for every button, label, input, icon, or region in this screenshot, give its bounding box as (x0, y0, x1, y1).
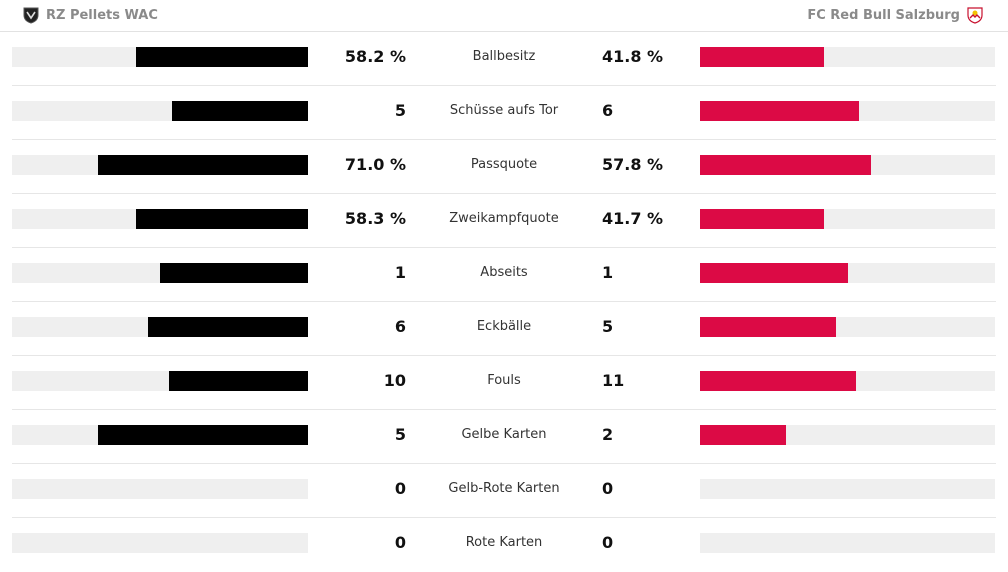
away-bar (700, 155, 871, 175)
away-value: 6 (602, 101, 614, 120)
stat-label: Abseits (480, 265, 528, 280)
away-bar-track (700, 533, 995, 553)
home-value: 58.3 % (344, 209, 406, 228)
away-bar (700, 209, 824, 229)
home-bar (172, 101, 308, 121)
home-bar (98, 425, 308, 445)
stat-label: Rote Karten (465, 535, 543, 550)
home-bar (148, 317, 308, 337)
home-bar-track (12, 371, 308, 391)
home-bar-track (12, 263, 308, 283)
home-bar-track (12, 209, 308, 229)
away-value: 0 (602, 533, 614, 552)
stat-row: 0 Rote Karten 0 (12, 518, 996, 572)
home-value: 58.2 % (344, 47, 406, 66)
away-bar (700, 101, 859, 121)
home-bar (160, 263, 308, 283)
away-bar-track (700, 371, 995, 391)
stat-row: 10 Fouls 11 (12, 356, 996, 410)
stat-label: Gelbe Karten (461, 427, 547, 442)
stat-label: Passquote (470, 157, 538, 172)
away-bar (700, 425, 786, 445)
away-bar (700, 263, 848, 283)
away-bar-track (700, 317, 995, 337)
home-bar-track (12, 533, 308, 553)
away-value: 2 (602, 425, 614, 444)
away-value: 1 (602, 263, 614, 282)
home-bar (136, 47, 308, 67)
away-value: 57.8 % (602, 155, 664, 174)
home-value: 5 (394, 425, 406, 444)
home-value: 5 (394, 101, 406, 120)
stat-label: Zweikampfquote (449, 211, 559, 226)
stat-row: 71.0 % Passquote 57.8 % (12, 140, 996, 194)
away-bar-track (700, 155, 995, 175)
wac-crest-icon (23, 7, 39, 24)
away-bar-track (700, 47, 995, 67)
home-value: 1 (394, 263, 406, 282)
stat-label: Eckbälle (476, 319, 532, 334)
home-bar (169, 371, 308, 391)
away-team-name: FC Red Bull Salzburg (807, 7, 960, 23)
away-bar (700, 371, 856, 391)
home-bar-track (12, 155, 308, 175)
home-value: 71.0 % (344, 155, 406, 174)
home-value: 0 (394, 479, 406, 498)
home-bar-track (12, 101, 308, 121)
home-team-name: RZ Pellets WAC (46, 7, 158, 23)
stat-label: Ballbesitz (472, 49, 536, 64)
home-value: 10 (383, 371, 406, 390)
away-bar-track (700, 101, 995, 121)
stats-chart: 58.2 % Ballbesitz 41.8 % 5 Schüsse aufs Tor 6… (0, 32, 1008, 572)
home-value: 0 (394, 533, 406, 552)
away-bar-track (700, 263, 995, 283)
stat-label: Fouls (487, 373, 521, 388)
away-bar-track (700, 479, 995, 499)
away-team[interactable]: FC Red Bull Salzburg (807, 6, 984, 24)
away-bar (700, 47, 824, 67)
away-value: 11 (602, 371, 625, 390)
stat-row: 58.3 % Zweikampfquote 41.7 % (12, 194, 996, 248)
home-value: 6 (394, 317, 406, 336)
home-bar (98, 155, 308, 175)
stat-row: 6 Eckbälle 5 (12, 302, 996, 356)
away-value: 41.7 % (602, 209, 664, 228)
stat-label: Gelb-Rote Karten (448, 481, 560, 496)
home-bar (136, 209, 308, 229)
away-value: 0 (602, 479, 614, 498)
match-header: RZ Pellets WAC FC Red Bull Salzburg (0, 0, 1008, 32)
stat-label: Schüsse aufs Tor (449, 103, 559, 118)
away-value: 41.8 % (602, 47, 664, 66)
stat-row: 1 Abseits 1 (12, 248, 996, 302)
home-team[interactable]: RZ Pellets WAC (22, 6, 158, 24)
stat-row: 5 Schüsse aufs Tor 6 (12, 86, 996, 140)
away-value: 5 (602, 317, 614, 336)
home-bar-track (12, 425, 308, 445)
away-bar-track (700, 425, 995, 445)
stat-row: 0 Gelb-Rote Karten 0 (12, 464, 996, 518)
home-bar-track (12, 47, 308, 67)
away-bar-track (700, 209, 995, 229)
stat-row: 58.2 % Ballbesitz 41.8 % (12, 32, 996, 86)
home-bar-track (12, 479, 308, 499)
stat-row: 5 Gelbe Karten 2 (12, 410, 996, 464)
home-bar-track (12, 317, 308, 337)
away-bar (700, 317, 836, 337)
redbull-salzburg-crest-icon (967, 7, 983, 24)
